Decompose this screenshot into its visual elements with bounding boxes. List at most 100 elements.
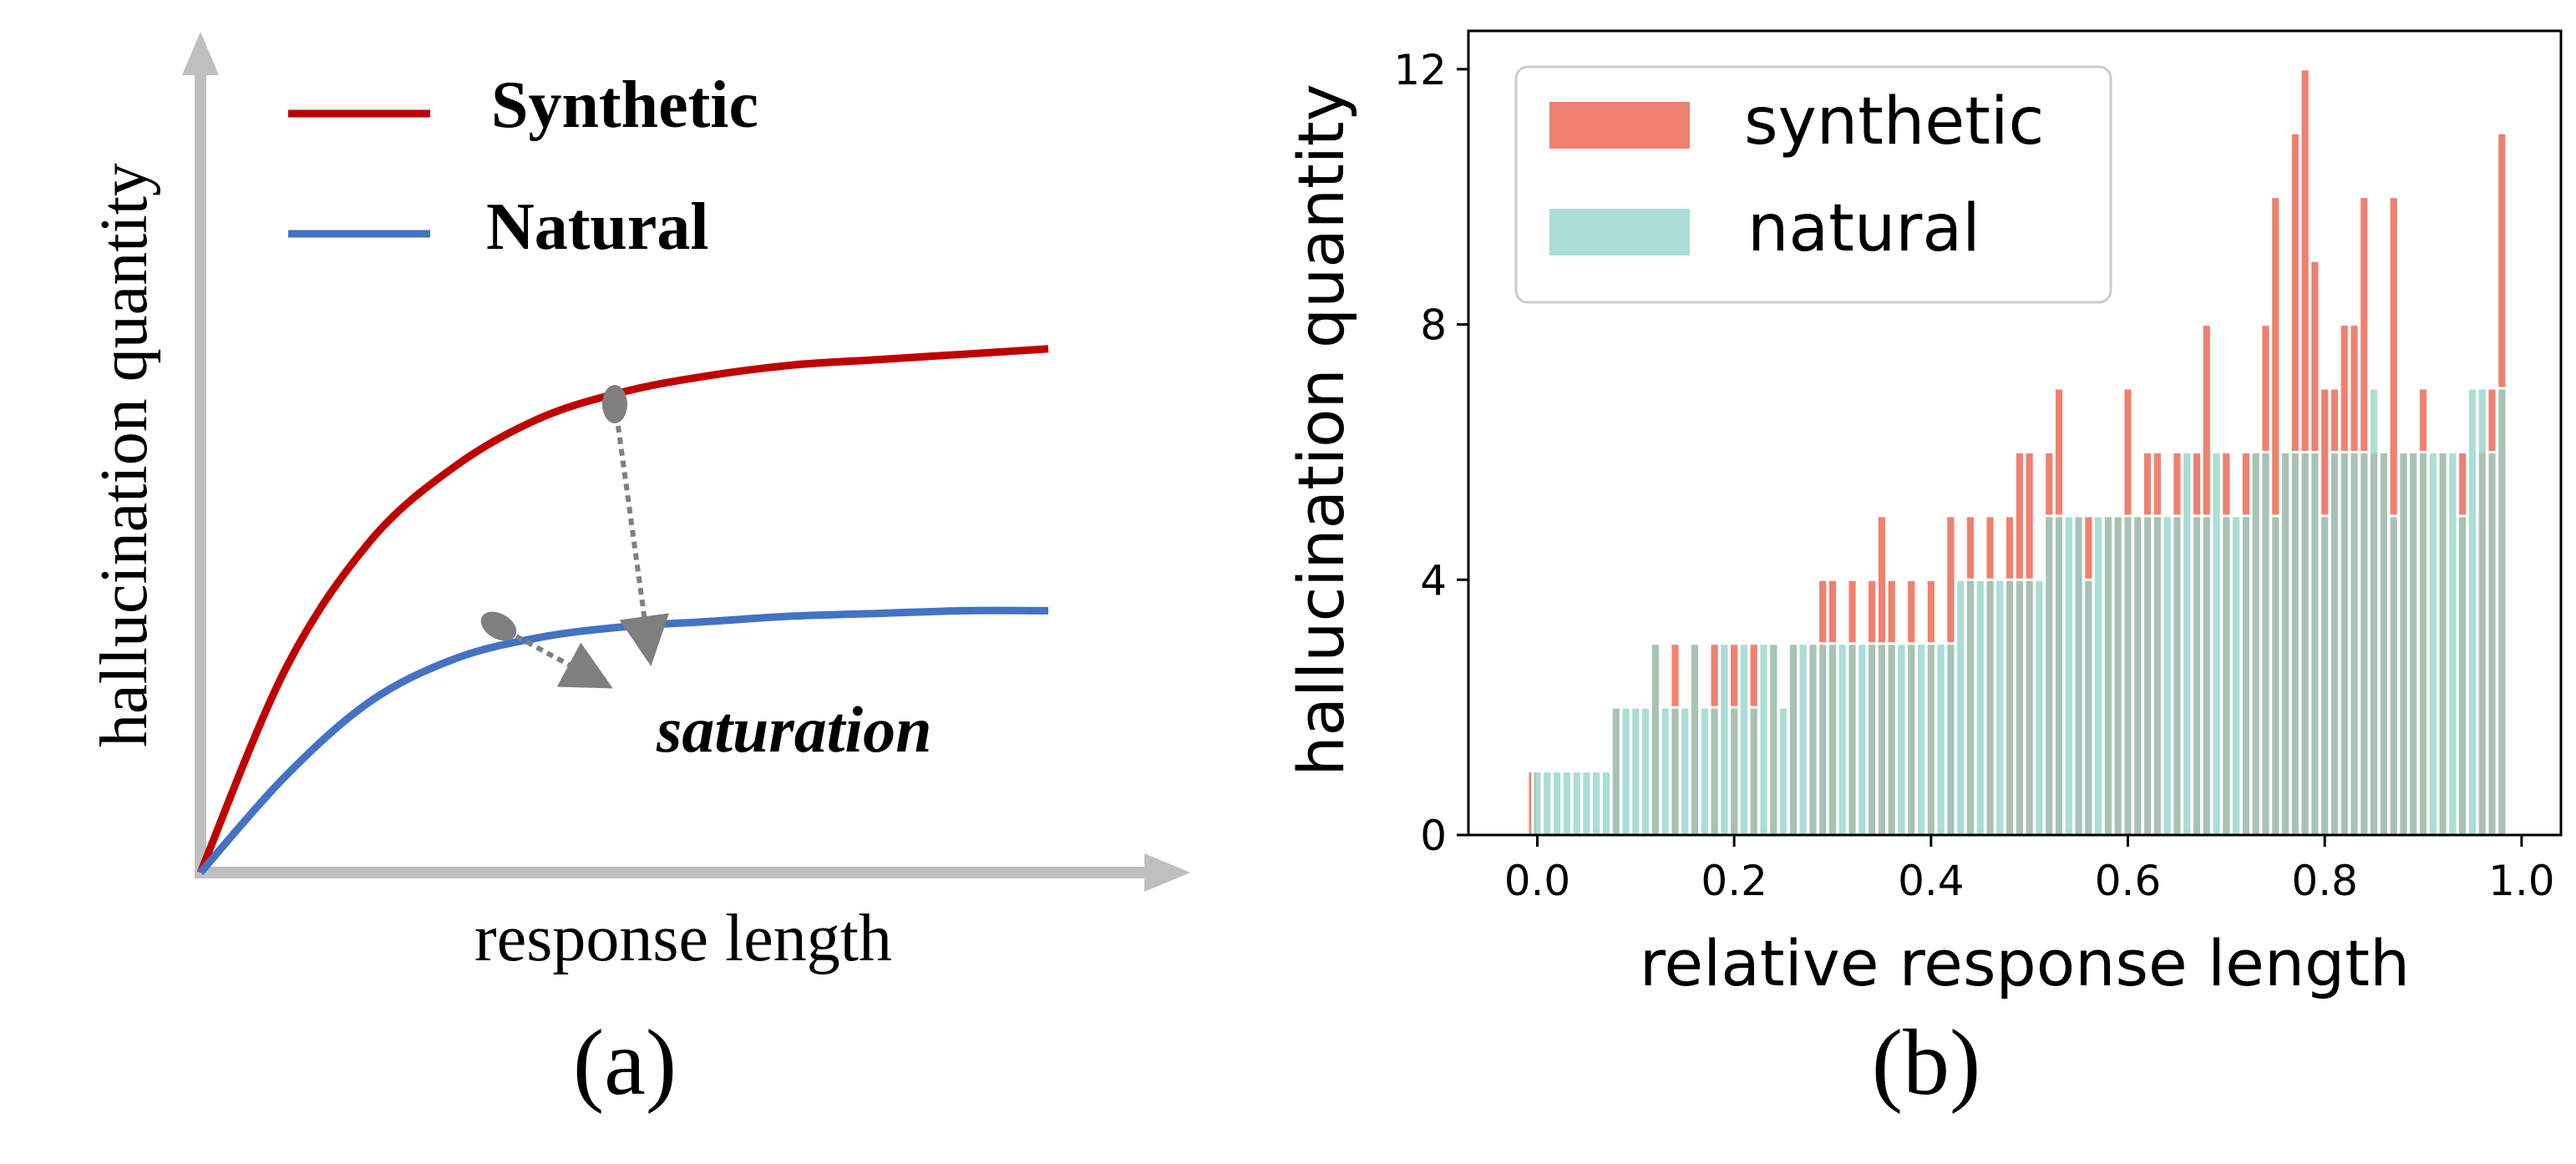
natural-bar bbox=[2486, 450, 2498, 837]
natural-bar bbox=[2220, 514, 2233, 837]
natural-bar bbox=[2072, 514, 2085, 837]
natural-bar bbox=[2457, 514, 2469, 837]
synthetic-curve bbox=[196, 345, 1049, 874]
natural-bar bbox=[2112, 514, 2124, 837]
natural-bar bbox=[1580, 770, 1593, 837]
natural-bar bbox=[2368, 387, 2381, 837]
natural-bar bbox=[2309, 450, 2321, 837]
panel-b-caption: (b) bbox=[1872, 1011, 1981, 1115]
legend-synthetic-label: Synthetic bbox=[491, 68, 758, 142]
panel-a-caption: (a) bbox=[573, 1011, 677, 1115]
natural-bar bbox=[1964, 578, 1977, 837]
natural-bar bbox=[2062, 514, 2075, 837]
natural-bar bbox=[1560, 770, 1573, 837]
natural-bar bbox=[1797, 642, 1809, 837]
natural-bar bbox=[1905, 642, 1918, 837]
panel-b-legend: synthetic natural bbox=[1514, 65, 2112, 304]
natural-bar bbox=[1728, 706, 1741, 837]
natural-bar bbox=[1807, 642, 1819, 837]
panel-b-axes bbox=[1467, 29, 2563, 837]
natural-bar bbox=[2416, 450, 2430, 837]
panel-b-y-label: hallucination quantity bbox=[1284, 84, 1358, 776]
legend-natural-swatch-b bbox=[1549, 209, 1690, 256]
natural-bar bbox=[2476, 387, 2488, 837]
natural-bar bbox=[1924, 642, 1937, 837]
natural-bar bbox=[1974, 578, 1986, 837]
natural-bar bbox=[1669, 706, 1681, 837]
natural-bars bbox=[1531, 387, 2508, 837]
natural-bar bbox=[1679, 706, 1691, 837]
y-tick-label: 0 bbox=[1420, 812, 1447, 860]
natural-bar bbox=[1777, 706, 1790, 837]
natural-bar bbox=[2299, 450, 2311, 837]
natural-bar bbox=[2023, 578, 2036, 837]
natural-bar bbox=[1836, 642, 1848, 837]
natural-bar bbox=[2447, 450, 2459, 837]
natural-bar bbox=[2161, 514, 2173, 837]
panel-a-conceptual-chart: Synthetic Natural saturation response le… bbox=[88, 32, 1190, 1115]
natural-bar bbox=[2132, 514, 2144, 837]
natural-bar bbox=[1570, 770, 1583, 837]
natural-saturation-arrow bbox=[515, 634, 613, 689]
natural-bar bbox=[1994, 578, 2006, 837]
natural-bar bbox=[1875, 642, 1889, 837]
natural-bar bbox=[2151, 514, 2163, 837]
saturation-annotation: saturation bbox=[656, 693, 931, 766]
panel-a-y-label: hallucination quantity bbox=[88, 163, 161, 747]
natural-bar bbox=[2397, 450, 2410, 837]
natural-bar bbox=[2338, 450, 2350, 837]
x-tick-label: 0.8 bbox=[2291, 857, 2358, 905]
legend-natural-label-b: natural bbox=[1747, 191, 1980, 266]
panel-b-ticks: 0.0 0.2 0.4 0.6 0.8 1.0 0 4 8 12 bbox=[1393, 46, 2554, 905]
natural-bar bbox=[2004, 578, 2016, 837]
legend-synthetic-swatch-b bbox=[1549, 102, 1690, 149]
natural-bar bbox=[2052, 514, 2066, 837]
natural-bar bbox=[2190, 514, 2203, 837]
synthetic-saturation-marker bbox=[602, 385, 627, 423]
y-tick-label: 4 bbox=[1420, 556, 1447, 605]
natural-bar bbox=[2230, 514, 2243, 837]
natural-bar bbox=[1737, 642, 1751, 837]
natural-bar bbox=[2092, 514, 2105, 837]
legend-synthetic-label-b: synthetic bbox=[1744, 84, 2044, 159]
natural-bar bbox=[2210, 450, 2223, 837]
legend-natural-label: Natural bbox=[486, 190, 709, 264]
natural-bar bbox=[1955, 578, 1967, 837]
natural-bar bbox=[2437, 450, 2449, 837]
natural-bar bbox=[2259, 450, 2272, 837]
natural-bar bbox=[1541, 770, 1554, 837]
natural-bar bbox=[1649, 642, 1661, 837]
natural-bar bbox=[2466, 387, 2479, 837]
natural-bar bbox=[1767, 642, 1780, 837]
natural-bar bbox=[1817, 642, 1829, 837]
y-tick-label: 8 bbox=[1420, 301, 1447, 350]
natural-bar bbox=[1708, 706, 1721, 837]
x-tick-label: 0.6 bbox=[2095, 857, 2162, 905]
panel-a-x-label: response length bbox=[474, 902, 892, 975]
natural-bar bbox=[2171, 514, 2183, 837]
y-tick-label: 12 bbox=[1393, 46, 1447, 94]
natural-bar bbox=[2013, 578, 2026, 837]
x-tick-label: 0.2 bbox=[1701, 857, 1767, 905]
natural-bar bbox=[1945, 642, 1957, 837]
natural-bar bbox=[2319, 514, 2331, 837]
natural-bar bbox=[2200, 514, 2213, 837]
natural-bar bbox=[1885, 642, 1898, 837]
panel-a-y-axis-arrowhead bbox=[182, 32, 219, 75]
natural-bar bbox=[2122, 514, 2134, 837]
natural-bar bbox=[2377, 450, 2390, 837]
panel-b-histogram: 0.0 0.2 0.4 0.6 0.8 1.0 0 4 8 12 synthetic natura… bbox=[1284, 29, 2563, 1115]
natural-bar bbox=[1600, 770, 1613, 837]
natural-bar bbox=[1620, 706, 1632, 837]
natural-bar bbox=[2082, 578, 2095, 837]
natural-bar bbox=[2407, 450, 2420, 837]
natural-bar bbox=[2328, 450, 2341, 837]
natural-bar bbox=[1866, 642, 1879, 837]
natural-bar bbox=[1747, 706, 1760, 837]
natural-bar bbox=[1757, 642, 1770, 837]
natural-bar bbox=[1590, 770, 1603, 837]
natural-bar bbox=[1846, 642, 1858, 837]
panel-a-x-axis-arrowhead bbox=[1144, 853, 1190, 892]
natural-bar bbox=[1630, 706, 1642, 837]
natural-saturation-marker bbox=[480, 611, 517, 641]
